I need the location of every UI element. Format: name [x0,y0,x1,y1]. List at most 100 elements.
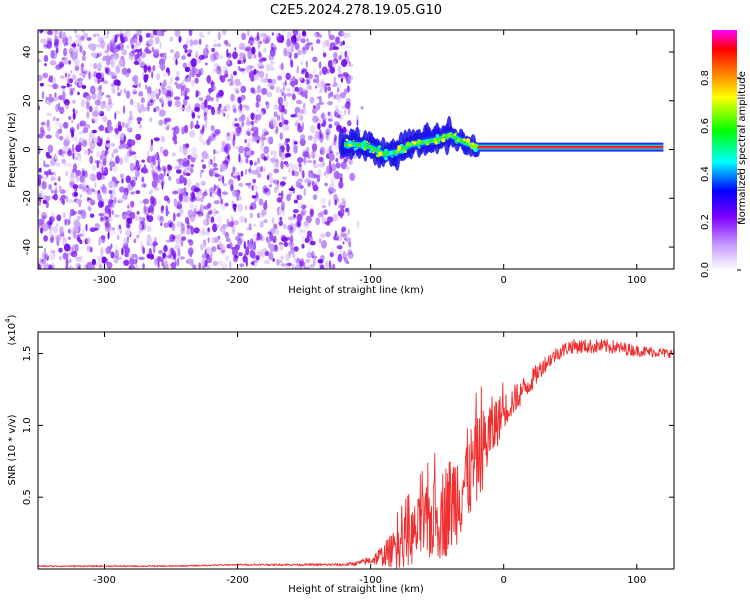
signal-speck [405,141,410,146]
noise-speck [159,146,164,154]
noise-speck [293,246,299,252]
noise-speck [186,258,193,263]
noise-speck [199,170,202,179]
noise-speck [288,168,291,174]
noise-speck [325,260,329,269]
noise-speck [292,91,295,100]
signal-speck [362,139,367,145]
noise-speck [253,223,257,228]
noise-speck [221,223,228,229]
noise-speck [284,79,287,87]
noise-speck [187,75,192,83]
noise-speck [171,236,175,240]
noise-speck [341,105,345,110]
noise-speck [158,119,164,126]
signal-speck [434,141,438,145]
noise-speck [277,75,283,81]
noise-speck [224,69,229,79]
noise-speck [131,253,138,258]
noise-speck [213,237,219,244]
noise-speck [191,146,198,155]
noise-speck [216,215,223,224]
noise-speck [337,253,343,263]
noise-speck [89,176,92,180]
noise-speck [302,151,310,158]
noise-speck [190,157,196,163]
noise-speck [100,247,104,256]
noise-speck [54,30,59,35]
noise-speck [122,143,128,149]
noise-speck [50,30,54,37]
noise-speck [323,209,328,216]
noise-speck [43,248,47,253]
noise-speck [138,256,145,260]
noise-speck [173,254,176,259]
noise-speck [342,40,345,46]
noise-speck [273,104,278,111]
noise-speck [206,74,212,84]
noise-speck [202,195,205,199]
noise-speck [161,181,164,191]
noise-speck [47,84,53,88]
noise-speck [286,262,292,266]
noise-speck [178,35,182,43]
noise-speck [230,131,237,135]
noise-speck [280,160,284,170]
signal-speck [450,132,452,134]
noise-speck [324,84,327,94]
noise-speck [225,255,230,261]
noise-speck [146,49,152,54]
noise-speck [223,246,227,252]
noise-speck [185,143,190,149]
noise-speck [334,134,337,143]
noise-speck [325,128,331,136]
noise-speck [256,108,259,113]
noise-speck [140,97,145,104]
noise-speck [218,241,223,249]
noise-speck [261,209,267,216]
noise-speck [162,149,169,157]
noise-speck [72,47,79,56]
noise-speck [118,58,125,67]
noise-speck [335,162,341,169]
noise-speck [62,145,69,152]
noise-speck [281,120,284,129]
noise-speck [270,233,273,241]
noise-speck [230,79,234,84]
noise-speck [43,264,50,268]
noise-speck [147,215,154,223]
noise-speck [170,76,174,84]
noise-speck [222,231,228,236]
signal-speck [452,135,455,138]
noise-speck [279,132,283,141]
noise-speck [74,65,79,72]
noise-speck [42,222,49,232]
noise-speck [199,204,204,213]
noise-speck [171,255,174,261]
signal-speck [375,154,379,158]
noise-speck [146,42,152,47]
noise-speck [83,149,89,155]
noise-speck [114,34,118,43]
noise-speck [208,87,214,93]
noise-speck [175,169,182,174]
noise-speck [130,179,136,188]
noise-speck [337,87,340,93]
noise-speck [184,219,189,223]
noise-speck [131,176,137,180]
snr-plot [38,338,674,569]
noise-speck [312,255,318,259]
noise-speck [320,233,326,238]
noise-speck [181,236,187,241]
noise-speck [245,46,252,51]
noise-speck [139,216,143,221]
noise-speck [191,79,195,87]
noise-speck [287,241,294,247]
noise-speck [223,183,228,187]
noise-speck [122,32,129,37]
noise-speck [209,169,216,177]
noise-speck [166,210,170,215]
noise-speck [325,231,331,238]
noise-speck [242,255,248,263]
noise-speck [72,153,75,160]
